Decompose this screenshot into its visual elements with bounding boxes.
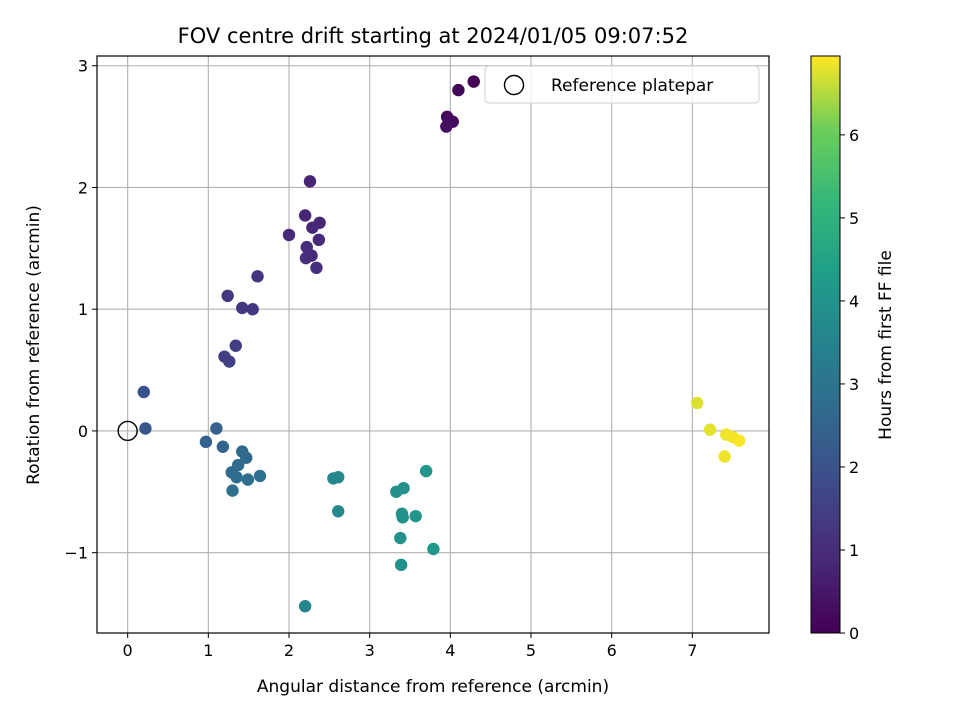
data-point <box>139 422 152 435</box>
plot-frame <box>96 55 770 634</box>
y-axis-ticks: −1 0 1 2 3 <box>64 57 97 563</box>
x-axis-label: Angular distance from reference (arcmin) <box>257 677 609 697</box>
colorbar-tick-label: 4 <box>849 292 859 311</box>
data-point <box>394 531 407 545</box>
data-point <box>236 301 249 315</box>
data-point <box>303 175 317 188</box>
y-tick-label: −1 <box>64 544 88 563</box>
reference-platepar-marker <box>117 420 138 442</box>
x-tick-label: 1 <box>203 641 213 660</box>
data-points <box>137 75 746 613</box>
colorbar-tick-label: 1 <box>849 541 859 560</box>
data-point <box>226 484 239 497</box>
data-point <box>246 302 259 316</box>
data-point <box>253 469 267 483</box>
reference-marker <box>117 420 138 442</box>
data-point <box>332 470 345 484</box>
data-point <box>229 339 242 352</box>
legend-reference-label: Reference platepar <box>551 76 713 96</box>
y-tick-label: 3 <box>78 57 88 76</box>
data-point <box>216 440 230 453</box>
data-point <box>298 600 312 613</box>
x-tick-label: 5 <box>526 641 536 660</box>
y-tick-label: 0 <box>78 422 88 441</box>
y-axis-label: Rotation from reference (arcmin) <box>24 205 44 485</box>
colorbar-tick-label: 5 <box>849 209 859 228</box>
data-point <box>467 75 480 88</box>
chart-title: FOV centre drift starting at 2024/01/05 … <box>178 24 689 48</box>
data-point <box>299 251 313 265</box>
data-point <box>241 473 255 486</box>
data-point <box>251 270 264 283</box>
data-point <box>199 435 213 449</box>
data-point <box>210 422 223 435</box>
data-point <box>703 423 717 436</box>
data-point <box>396 511 409 524</box>
data-point <box>282 228 296 242</box>
legend: Reference platepar <box>484 65 760 104</box>
data-point <box>310 261 323 275</box>
data-point <box>230 470 243 484</box>
data-point <box>137 385 150 399</box>
x-tick-label: 6 <box>607 641 617 660</box>
data-point <box>718 450 731 463</box>
data-point <box>223 355 236 368</box>
y-tick-label: 1 <box>78 300 88 319</box>
data-point <box>240 451 253 464</box>
x-tick-label: 4 <box>445 641 455 660</box>
colorbar <box>810 55 841 634</box>
legend-reference-marker <box>503 74 525 96</box>
data-point <box>306 221 319 234</box>
grid <box>97 56 769 633</box>
colorbar-ticks: 0 1 2 3 4 5 6 <box>840 126 859 643</box>
data-point <box>409 509 422 523</box>
data-point <box>427 542 440 556</box>
x-axis-ticks: 0 1 2 3 4 5 6 7 <box>123 633 697 660</box>
data-point <box>312 233 326 247</box>
x-tick-label: 0 <box>123 641 133 660</box>
data-point <box>452 83 465 97</box>
legend-box <box>484 65 760 104</box>
colorbar-tick-label: 0 <box>849 624 859 643</box>
data-point <box>298 209 312 222</box>
x-tick-label: 7 <box>687 641 697 660</box>
data-point <box>221 289 234 303</box>
data-point <box>691 396 704 410</box>
data-point <box>397 481 410 495</box>
data-point <box>440 120 453 133</box>
y-tick-label: 2 <box>78 178 88 197</box>
x-tick-label: 3 <box>365 641 375 660</box>
data-point <box>332 505 345 518</box>
colorbar-tick-label: 6 <box>849 126 859 145</box>
colorbar-tick-label: 3 <box>849 375 859 394</box>
colorbar-label: Hours from first FF file <box>876 250 896 440</box>
x-tick-label: 2 <box>284 641 294 660</box>
data-point <box>394 558 408 572</box>
data-point <box>419 464 433 478</box>
data-point <box>732 434 746 447</box>
colorbar-tick-label: 2 <box>849 458 859 477</box>
